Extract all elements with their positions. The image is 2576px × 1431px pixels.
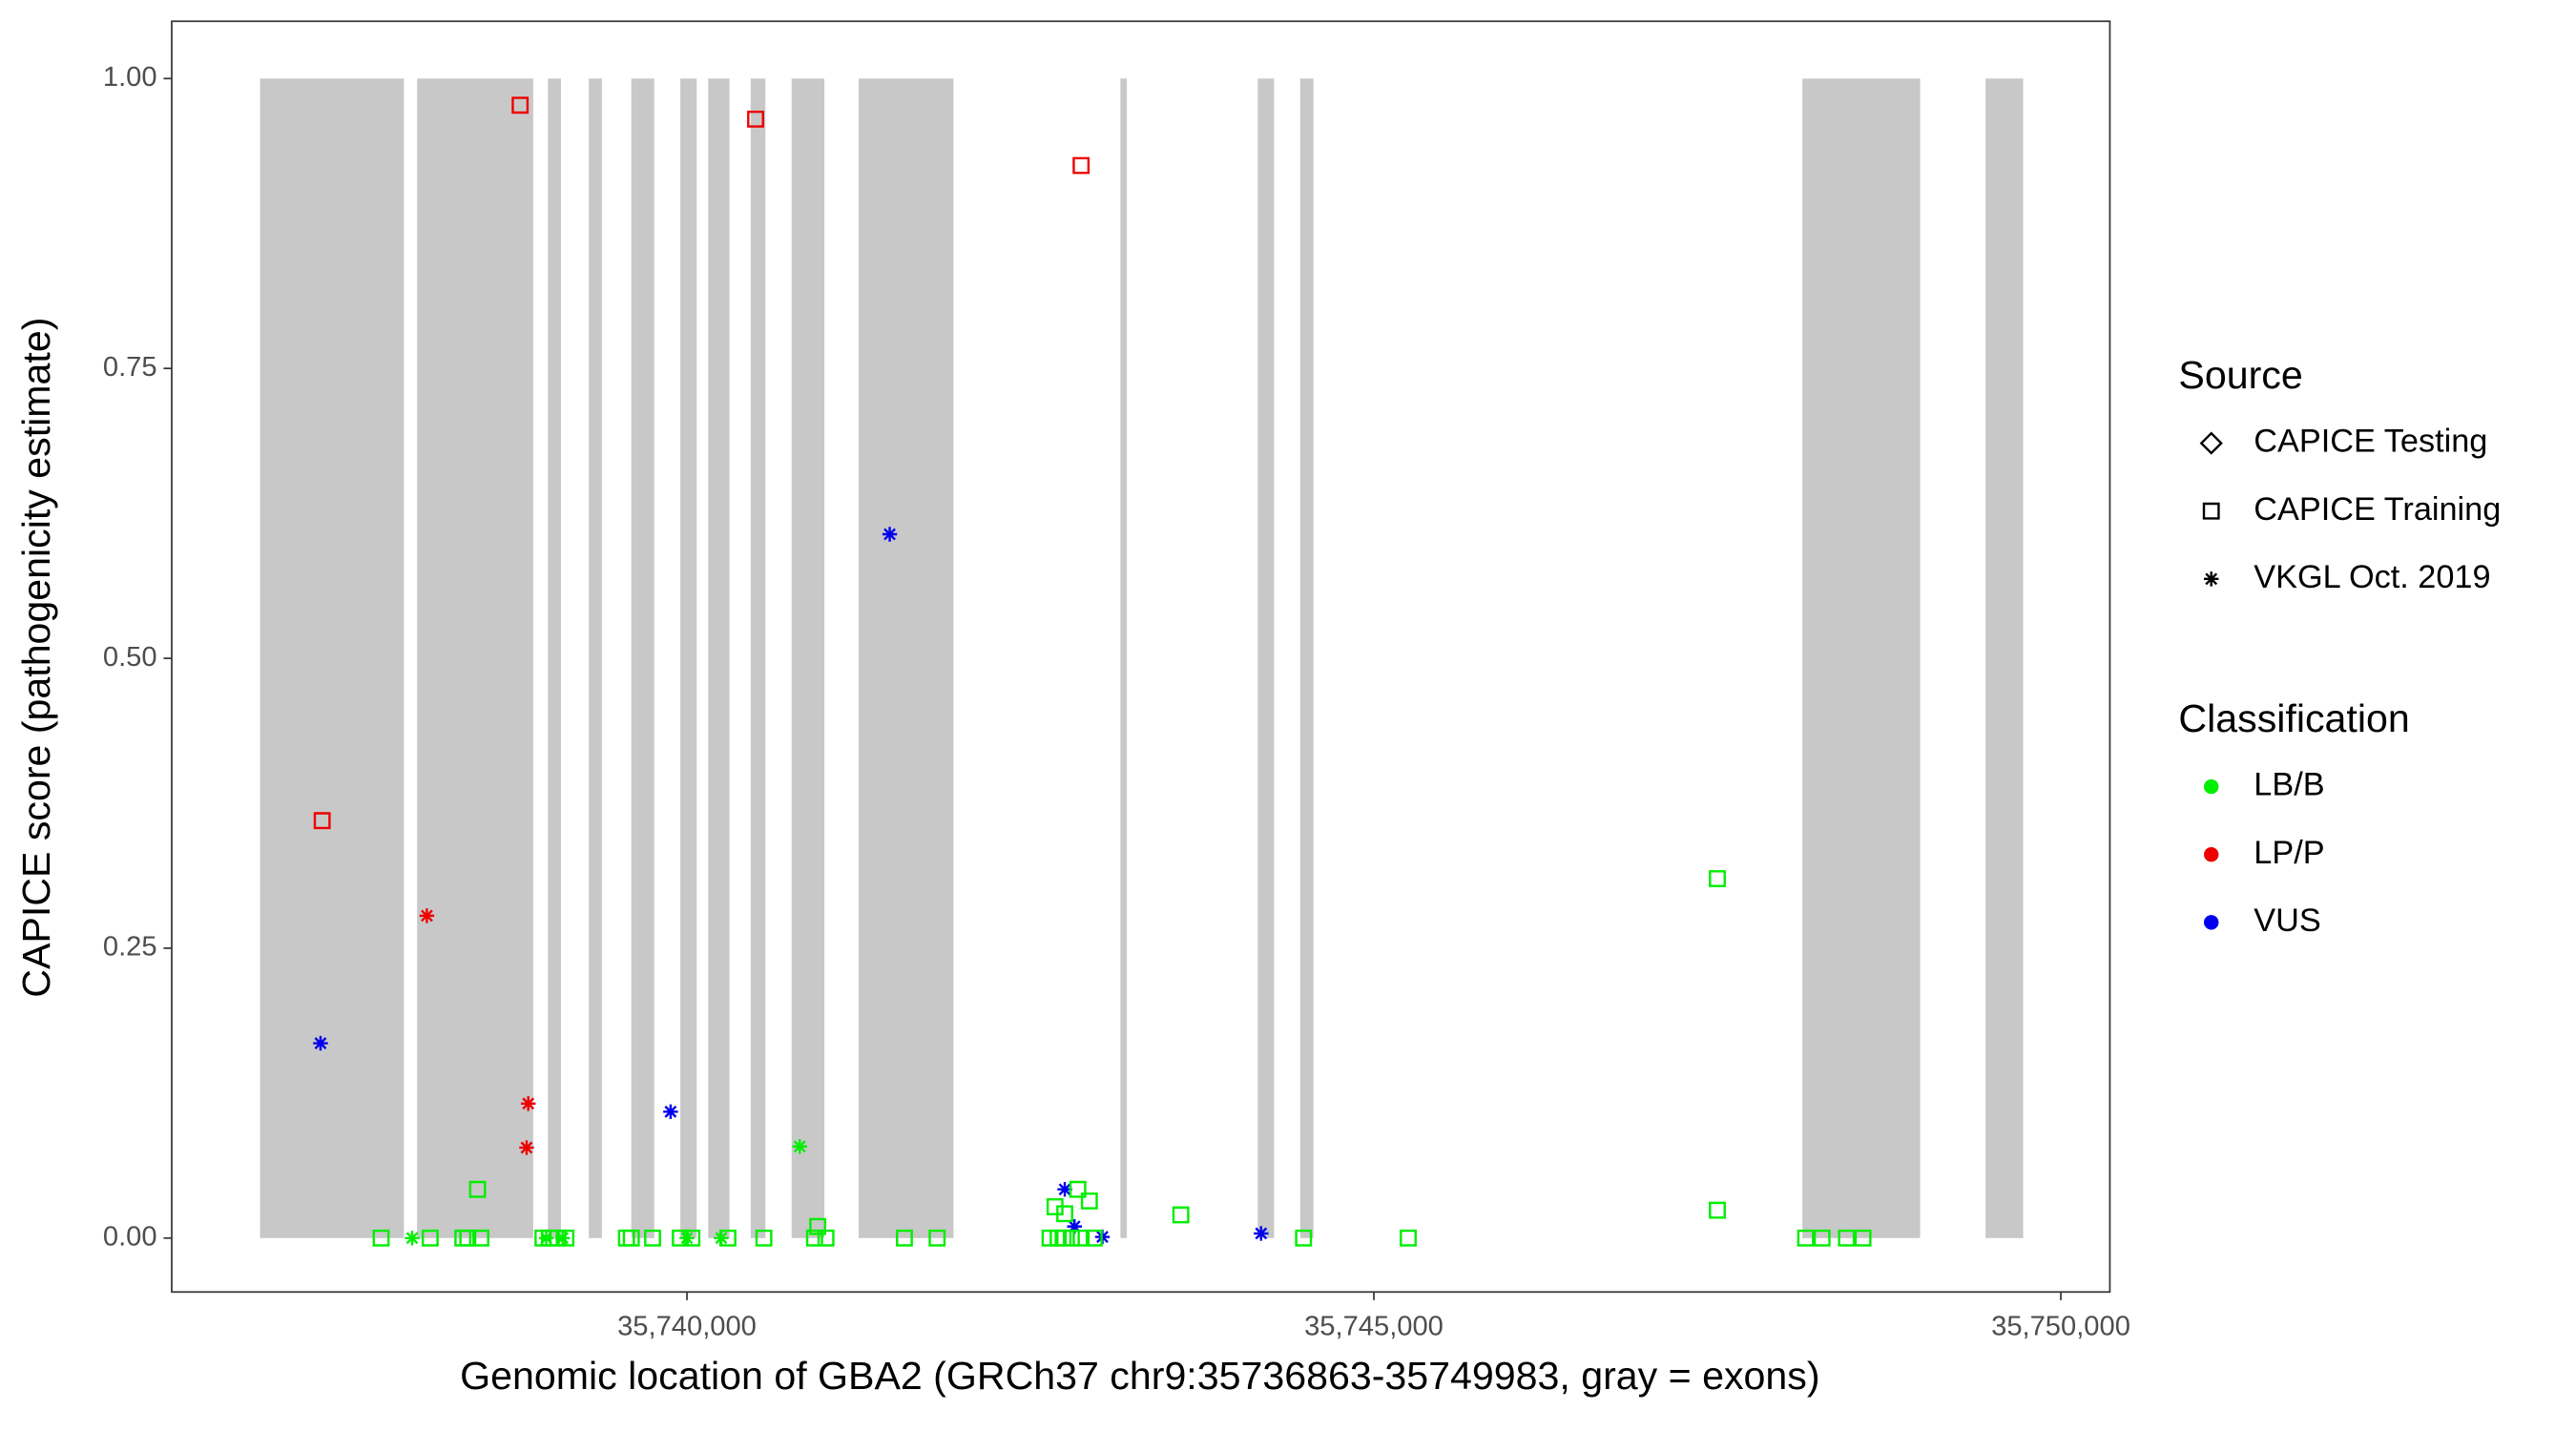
exon: [750, 78, 766, 1238]
exon: [417, 78, 533, 1238]
point: [747, 110, 764, 128]
point: [313, 1035, 328, 1051]
point: [538, 1231, 554, 1246]
point: [792, 1139, 807, 1154]
y-tick-label: 0.00: [103, 1221, 157, 1252]
point: [1172, 1206, 1190, 1224]
exon: [1299, 78, 1314, 1238]
point: [1254, 1226, 1269, 1241]
legend-title: Source: [2178, 353, 2302, 397]
point: [421, 1229, 439, 1247]
point: [472, 1229, 489, 1247]
point: [419, 908, 435, 923]
point: [468, 1180, 487, 1198]
y-tick-label: 0.75: [103, 352, 157, 383]
legend-title: Classification: [2178, 696, 2409, 740]
legend-symbol: [2204, 915, 2219, 930]
legend-symbol: [2204, 847, 2219, 862]
y-tick-label: 1.00: [103, 62, 157, 93]
point: [1046, 1198, 1064, 1215]
y-tick-label: 0.25: [103, 932, 157, 963]
point: [1295, 1229, 1313, 1247]
point: [372, 1229, 390, 1247]
point: [755, 1229, 773, 1247]
point: [1400, 1229, 1417, 1247]
y-axis-title: CAPICE score (pathogenicity estimate): [14, 318, 58, 998]
point: [1056, 1205, 1073, 1223]
exon: [791, 78, 825, 1238]
point: [1709, 870, 1726, 887]
point: [519, 1140, 534, 1155]
exon: [1985, 78, 2024, 1238]
legend-symbol: [2202, 502, 2220, 520]
point: [1797, 1229, 1815, 1247]
point: [663, 1104, 678, 1119]
point: [1813, 1229, 1831, 1247]
point: [511, 96, 530, 114]
point: [1854, 1229, 1872, 1247]
exon: [589, 78, 602, 1238]
exon: [1120, 78, 1128, 1238]
point: [520, 1096, 536, 1111]
point: [1069, 1180, 1087, 1198]
x-tick-label: 35,740,000: [617, 1312, 757, 1342]
point: [817, 1229, 835, 1247]
legend-symbol: [2204, 571, 2219, 587]
legend-label: VKGL Oct. 2019: [2254, 559, 2490, 595]
legend-symbol: [2204, 778, 2219, 795]
x-axis-title: Genomic location of GBA2 (GRCh37 chr9:35…: [460, 1354, 1819, 1398]
point: [622, 1229, 640, 1247]
point: [644, 1229, 661, 1247]
exon: [1802, 78, 1921, 1238]
point: [313, 812, 331, 830]
point: [683, 1229, 701, 1247]
exon: [680, 78, 697, 1238]
point: [896, 1229, 913, 1247]
point: [557, 1229, 575, 1247]
point: [928, 1229, 946, 1247]
legend-label: LB/B: [2254, 767, 2324, 803]
point: [1072, 156, 1091, 175]
point: [405, 1231, 420, 1246]
legend-label: CAPICE Training: [2254, 491, 2501, 528]
exon: [260, 78, 405, 1238]
exon: [1257, 78, 1275, 1238]
point: [1057, 1182, 1072, 1197]
point: [882, 527, 898, 542]
x-tick-label: 35,750,000: [1991, 1312, 2130, 1342]
point: [719, 1229, 737, 1247]
point: [1838, 1229, 1856, 1247]
exon: [708, 78, 730, 1238]
x-tick-label: 35,745,000: [1304, 1312, 1444, 1342]
point: [554, 1231, 571, 1246]
legend-symbol: [2199, 431, 2223, 455]
point: [1709, 1201, 1726, 1219]
point: [1067, 1218, 1082, 1234]
exon: [859, 78, 954, 1238]
exon: [548, 78, 561, 1238]
legend-label: VUS: [2254, 902, 2320, 939]
y-tick-label: 0.50: [103, 642, 157, 673]
plot-border: [171, 20, 2111, 1294]
legend-label: CAPICE Testing: [2254, 424, 2487, 460]
point: [809, 1217, 827, 1235]
point: [1080, 1192, 1098, 1210]
point: [1085, 1229, 1103, 1247]
legend-label: LP/P: [2254, 835, 2324, 871]
exon: [631, 78, 654, 1238]
